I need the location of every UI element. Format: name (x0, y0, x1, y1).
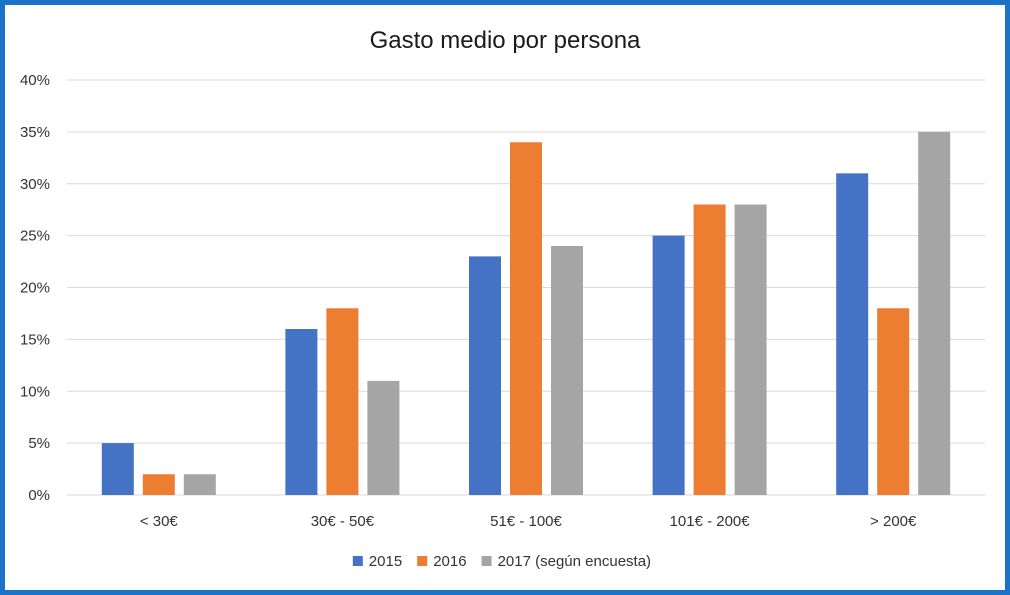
legend-label: 2015 (369, 553, 402, 570)
y-tick-label: 40% (20, 72, 50, 89)
x-tick-label: 101€ - 200€ (670, 513, 751, 530)
bar (326, 308, 359, 495)
y-tick-label: 35% (20, 124, 50, 141)
bar (652, 235, 685, 495)
y-tick-label: 25% (20, 228, 50, 245)
x-tick-label: 51€ - 100€ (490, 513, 562, 530)
bar (469, 256, 501, 495)
legend-label: 2016 (433, 553, 466, 570)
bar (285, 329, 318, 495)
x-tick-label: 30€ - 50€ (311, 513, 375, 530)
bar (101, 443, 134, 495)
y-tick-label: 20% (20, 280, 50, 297)
chart-title: Gasto medio por persona (370, 27, 641, 54)
bar (551, 246, 583, 495)
bar (142, 474, 175, 495)
bar (734, 204, 767, 495)
y-tick-label: 5% (28, 435, 50, 452)
x-axis-ticks: < 30€ 30€ - 50€ 51€ - 100€ 101€ - 200€ > 200… (140, 513, 917, 530)
bar (183, 474, 216, 495)
y-tick-label: 0% (28, 487, 50, 504)
x-tick-label: < 30€ (140, 513, 179, 530)
bar (836, 173, 869, 495)
legend: 2015 2016 2017 (según encuesta) (352, 553, 651, 570)
bar (918, 131, 951, 495)
legend-swatch (481, 556, 492, 566)
bar (367, 380, 400, 495)
y-tick-label: 15% (20, 331, 50, 348)
bar (693, 204, 726, 495)
x-tick-label: > 200€ (870, 513, 917, 530)
legend-swatch (352, 556, 363, 566)
bar (510, 142, 542, 495)
bar (877, 308, 910, 495)
bars (101, 131, 951, 495)
legend-swatch (417, 556, 428, 566)
y-tick-label: 10% (20, 383, 50, 400)
legend-label: 2017 (según encuesta) (498, 553, 651, 570)
y-tick-label: 30% (20, 176, 50, 193)
y-axis-ticks: 0% 5% 10% 15% 20% 25% 30% 35% 40% (20, 72, 50, 504)
